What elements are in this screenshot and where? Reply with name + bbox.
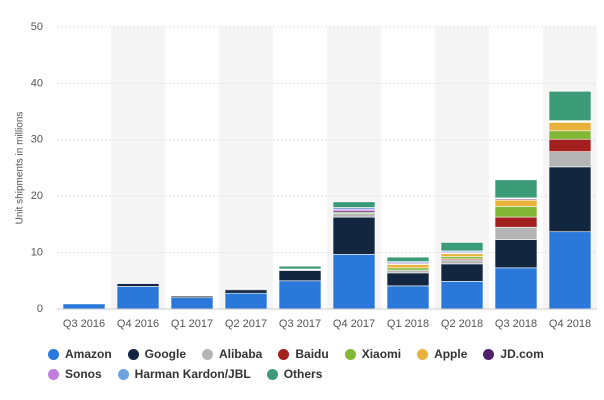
x-tick-label: Q3 2017 <box>279 318 321 330</box>
bar-segment <box>332 201 376 208</box>
bar-segment <box>170 297 214 310</box>
bar-segment <box>386 285 430 310</box>
bar-segment <box>494 216 538 228</box>
bar-segment <box>332 216 376 255</box>
bar-segment <box>440 253 484 257</box>
y-tick-label: 20 <box>31 190 43 202</box>
bar-segment <box>332 253 376 310</box>
legend-marker <box>483 348 495 360</box>
legend-label: JD.com <box>500 347 544 361</box>
legend-label: Harman Kardon/JBL <box>134 367 251 381</box>
legend-item[interactable]: Xiaomi <box>344 346 402 362</box>
x-tick-label: Q2 2017 <box>225 318 267 330</box>
y-tick-label: 40 <box>31 77 43 89</box>
bar-segment <box>278 265 322 270</box>
bar-segment <box>170 295 214 297</box>
legend-label: Others <box>283 367 323 381</box>
legend-marker <box>48 368 59 380</box>
bar-segment <box>494 239 538 269</box>
legend-label: Amazon <box>65 347 112 361</box>
bar-segment <box>224 287 268 289</box>
bar-segment <box>548 138 592 152</box>
bar-segment <box>548 90 592 121</box>
bar-segment <box>386 269 430 274</box>
legend-marker <box>344 348 356 360</box>
bar-segment <box>440 259 484 265</box>
bar-segment <box>548 231 592 310</box>
bar-segment <box>494 206 538 218</box>
legend-label: Alibaba <box>219 347 263 361</box>
bar-segment <box>116 286 160 310</box>
legend-item[interactable]: Harman Kardon/JBL <box>117 366 251 382</box>
chart: Unit shipments in millions 0 10 20 30 40 50 Q3… <box>15 21 597 330</box>
legend-item[interactable]: Baidu <box>278 346 329 362</box>
legend-label: Baidu <box>295 347 329 361</box>
x-tick-label: Q3 2016 <box>63 318 105 330</box>
bar-segment <box>386 264 430 269</box>
bar-segment <box>224 289 268 294</box>
y-axis-label: Unit shipments in millions <box>15 112 26 225</box>
legend-label: Sonos <box>65 367 102 381</box>
legend-marker <box>266 368 278 380</box>
legend-item[interactable]: Others <box>266 366 323 382</box>
bar-segment <box>440 281 484 310</box>
legend-marker <box>202 348 214 360</box>
bar-segment <box>386 256 430 262</box>
legend-item[interactable]: Google <box>127 346 187 362</box>
bar-segment <box>440 263 484 282</box>
x-tick-label: Q4 2016 <box>117 318 159 330</box>
bar-segment <box>494 199 538 207</box>
bar-segment <box>386 267 430 271</box>
legend-label: Apple <box>434 347 468 361</box>
legend-marker <box>117 368 129 380</box>
y-tick-label: 10 <box>31 247 43 259</box>
x-tick-label: Q1 2018 <box>387 318 429 330</box>
bar-segment <box>494 179 538 199</box>
bar-segment <box>548 151 592 168</box>
y-tick-label: 50 <box>31 21 43 33</box>
bar-segment <box>440 242 484 252</box>
bar-segment <box>332 213 376 218</box>
legend-item[interactable]: Apple <box>417 346 467 362</box>
legend-marker <box>127 348 139 360</box>
bar-segment <box>440 256 484 260</box>
column-stripe <box>219 27 273 309</box>
x-tick-label: Q3 2018 <box>495 318 537 330</box>
x-tick-label: Q4 2017 <box>333 318 375 330</box>
legend-marker <box>48 348 59 360</box>
bar-segment <box>278 270 322 282</box>
bar-segment <box>548 122 592 132</box>
legend-item[interactable]: Sonos <box>48 366 102 382</box>
x-tick-label: Q4 2018 <box>549 318 591 330</box>
bar-segment <box>494 226 538 240</box>
bar-segment <box>62 303 106 310</box>
y-tick-label: 30 <box>31 134 43 146</box>
bar-segment <box>278 280 322 310</box>
bar-segment <box>386 272 430 287</box>
legend-item[interactable]: JD.com <box>483 346 544 362</box>
legend-marker <box>417 348 429 360</box>
x-tick-label: Q2 2018 <box>441 318 483 330</box>
bar-segment <box>494 267 538 310</box>
y-tick-label: 0 <box>37 303 43 315</box>
column-stripe <box>111 27 165 309</box>
bar-segment <box>224 292 268 310</box>
legend-label: Google <box>144 347 187 361</box>
legend: Amazon Google Alibaba Baidu Xiaomi Apple JD.co… <box>48 346 588 382</box>
legend-marker <box>278 348 290 360</box>
bar-segment <box>548 166 592 233</box>
legend-item[interactable]: Alibaba <box>202 346 262 362</box>
bar-segment <box>548 130 592 140</box>
x-tick-label: Q1 2017 <box>171 318 213 330</box>
legend-label: Xiaomi <box>361 347 402 361</box>
legend-item[interactable]: Amazon <box>48 346 112 362</box>
bar-segment <box>116 283 160 287</box>
